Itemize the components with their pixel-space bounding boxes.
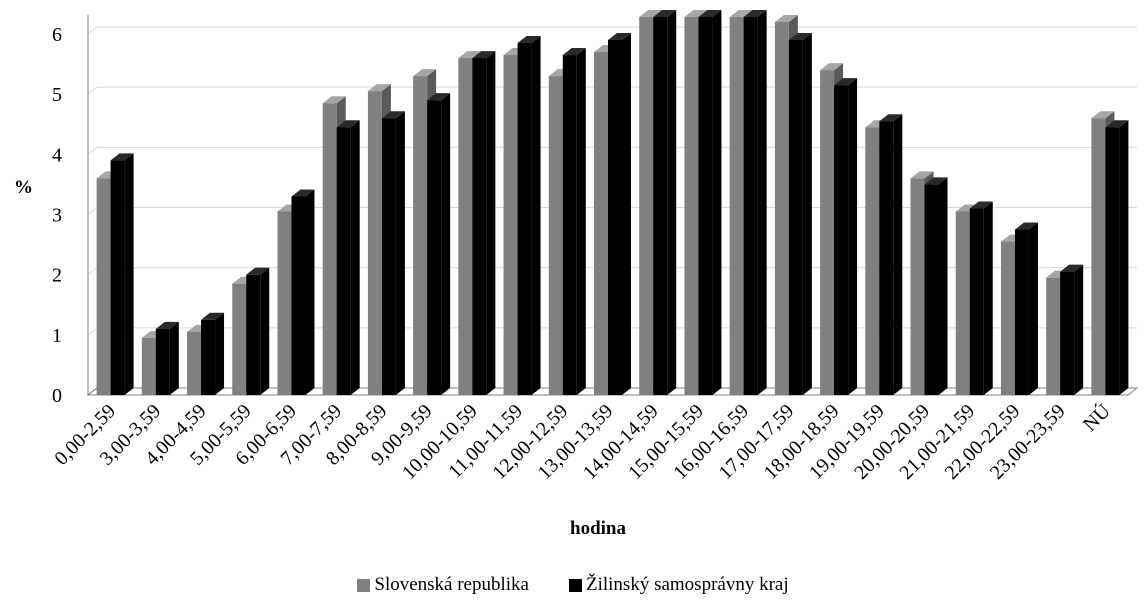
bar-zilinsky-kraj <box>562 48 586 395</box>
bar-zilinsky-kraj <box>1060 264 1084 395</box>
legend-swatch-series-2 <box>568 578 582 592</box>
bar-zilinsky-kraj <box>698 10 722 395</box>
y-tick-label: 0 <box>52 385 62 407</box>
bars <box>96 10 1129 396</box>
gridlines <box>86 15 1139 396</box>
legend-item-series-2: Žilinský samosprávny kraj <box>568 574 789 596</box>
bar-zilinsky-kraj <box>246 267 270 395</box>
y-tick-label: 1 <box>52 325 62 347</box>
legend-label-series-1: Slovenská republika <box>374 574 529 595</box>
bar-zilinsky-kraj <box>969 201 993 395</box>
bar-zilinsky-kraj <box>788 33 812 396</box>
bar-zilinsky-kraj <box>743 10 767 395</box>
y-tick-labels: 0 1 2 3 4 5 6 <box>52 24 62 407</box>
bar-zilinsky-kraj <box>924 177 948 395</box>
bar-zilinsky-kraj <box>1105 120 1129 395</box>
y-tick-label: 6 <box>52 24 62 46</box>
y-tick-label: 5 <box>52 84 62 106</box>
bar-zilinsky-kraj <box>336 120 360 395</box>
bar-zilinsky-kraj <box>155 321 179 395</box>
bar-zilinsky-kraj <box>381 111 405 395</box>
x-tick-label: NÚ <box>1078 398 1116 436</box>
legend-label-series-2: Žilinský samosprávny kraj <box>585 574 789 595</box>
bar-zilinsky-kraj <box>110 153 134 395</box>
y-tick-label: 3 <box>52 205 62 227</box>
legend: Slovenská republika Žilinský samosprávny… <box>0 574 1146 596</box>
gridline <box>87 26 1137 35</box>
legend-item-series-1: Slovenská republika <box>357 574 529 596</box>
bar-zilinsky-kraj <box>653 10 677 395</box>
y-tick-label: 2 <box>52 265 62 287</box>
bar-zilinsky-kraj <box>472 51 496 396</box>
bar-zilinsky-kraj <box>517 36 541 396</box>
legend-swatch-series-1 <box>357 578 371 592</box>
bar-zilinsky-kraj <box>879 114 903 395</box>
bar-zilinsky-kraj <box>608 33 631 396</box>
bar-zilinsky-kraj <box>201 312 225 395</box>
bar-zilinsky-kraj <box>427 93 451 395</box>
y-tick-label: 4 <box>52 144 62 166</box>
bar-zilinsky-kraj <box>1014 222 1038 395</box>
x-axis-title: hodina <box>570 518 626 539</box>
x-tick-labels: 0,00-2,593,00-3,594,00-4,595,00-5,596,00… <box>50 398 1115 484</box>
bar-zilinsky-kraj <box>291 189 315 395</box>
y-axis-title: % <box>14 177 33 198</box>
bar-zilinsky-kraj <box>834 78 858 396</box>
